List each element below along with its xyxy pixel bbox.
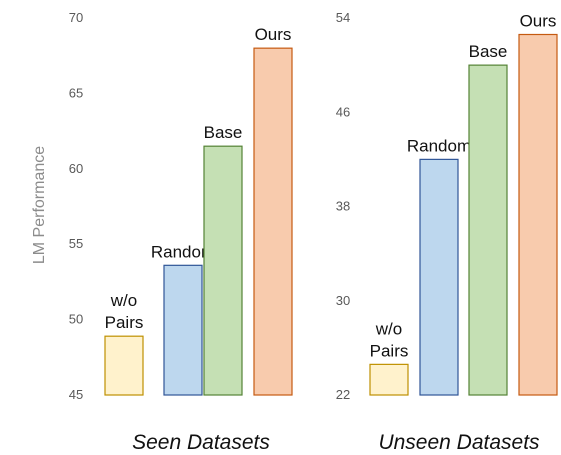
bar-random-unseen <box>419 158 459 396</box>
y-tick-label-unseen: 30 <box>336 293 350 308</box>
y-tick-label-seen: 70 <box>69 10 83 25</box>
bar-random-seen <box>163 264 203 396</box>
bar-label-random-seen: Random <box>151 242 215 261</box>
x-axis-label-seen: Seen Datasets <box>132 431 270 454</box>
bar-label-base-unseen: Base <box>469 42 508 61</box>
bar-ours-unseen <box>518 33 558 396</box>
y-tick-label-seen: 55 <box>69 236 83 251</box>
y-tick-label-seen: 45 <box>69 387 83 402</box>
bar-label-w-o-pairs-unseen: Pairs <box>370 341 409 360</box>
y-tick-label-seen: 60 <box>69 161 83 176</box>
bar-w-o-pairs-unseen <box>369 363 409 396</box>
y-tick-label-unseen: 38 <box>336 199 350 214</box>
y-tick-label-unseen: 54 <box>336 10 350 25</box>
bar-ours-seen <box>253 47 293 396</box>
bar-label-base-seen: Base <box>204 123 243 142</box>
bar-label-w-o-pairs-seen: Pairs <box>105 313 144 332</box>
seen-datasets-panel: 45 50 55 60 65 70 w/o Pairs Random Base Ours <box>69 10 293 402</box>
y-tick-label-unseen: 46 <box>336 104 350 119</box>
y-tick-label-unseen: 22 <box>336 387 350 402</box>
bar-label-w-o-pairs-seen: w/o <box>110 291 137 310</box>
bar-w-o-pairs-seen <box>104 335 144 396</box>
y-axis-label: LM Performance <box>31 146 48 264</box>
bar-label-random-unseen: Random <box>407 136 471 155</box>
bar-label-ours-seen: Ours <box>255 25 292 44</box>
bar-label-ours-unseen: Ours <box>520 11 557 30</box>
y-tick-label-seen: 65 <box>69 85 83 100</box>
y-tick-label-seen: 50 <box>69 312 83 327</box>
x-axis-label-unseen: Unseen Datasets <box>378 431 540 454</box>
bar-base-unseen <box>468 64 508 396</box>
bar-base-seen <box>203 145 243 396</box>
unseen-datasets-panel: 22 30 38 46 54 w/o Pairs Random Base Ours <box>336 10 558 402</box>
bar-label-w-o-pairs-unseen: w/o <box>375 319 402 338</box>
